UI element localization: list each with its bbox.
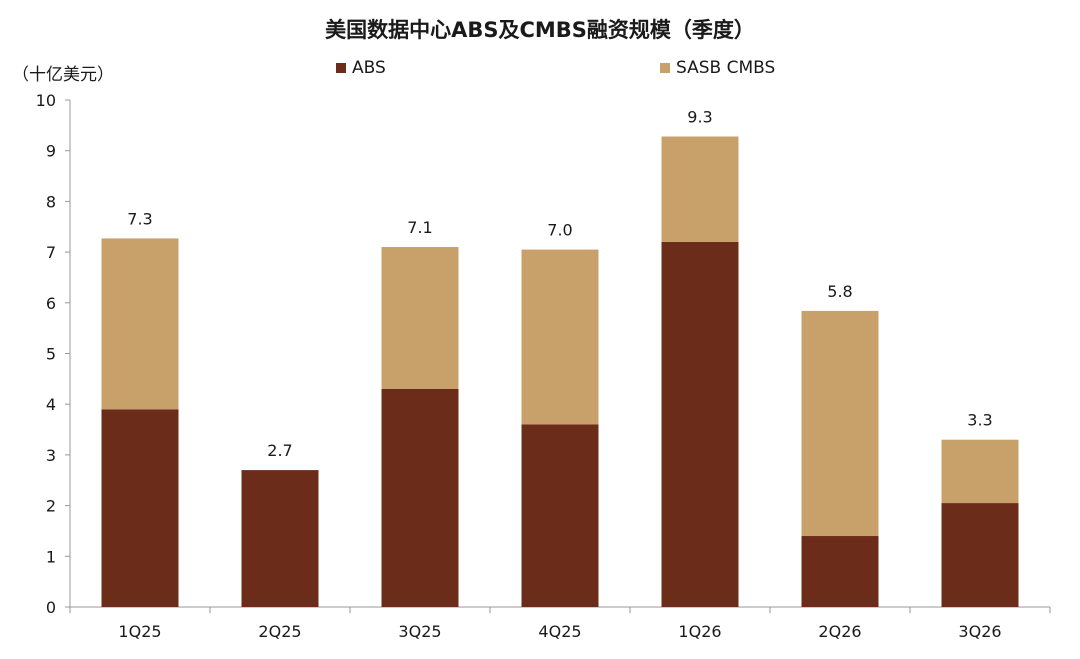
x-category-label: 3Q26 (958, 622, 1001, 641)
bar-sasb-cmbs (521, 249, 599, 425)
y-tick-label: 1 (46, 547, 56, 566)
bar-total-label: 3.3 (967, 411, 992, 430)
bar-abs (661, 241, 739, 607)
bar-abs (101, 409, 179, 607)
bar-sasb-cmbs (101, 238, 179, 410)
bar-sasb-cmbs (381, 247, 459, 389)
x-category-label: 1Q26 (678, 622, 721, 641)
bar-total-label: 5.8 (827, 282, 852, 301)
bar-sasb-cmbs (941, 439, 1019, 504)
y-tick-label: 0 (46, 598, 56, 617)
bar-abs (381, 388, 459, 607)
y-tick-label: 8 (46, 192, 56, 211)
y-axis-unit-label: （十亿美元） (12, 65, 114, 85)
y-tick-label: 3 (46, 446, 56, 465)
bar-abs (241, 470, 319, 607)
y-tick-label: 10 (36, 91, 56, 110)
y-tick-label: 9 (46, 142, 56, 161)
x-category-label: 1Q25 (118, 622, 161, 641)
x-category-label: 2Q26 (818, 622, 861, 641)
y-tick-label: 6 (46, 294, 56, 313)
legend-item-sasb-cmbs: SASB CMBS (660, 58, 775, 78)
y-tick-label: 7 (46, 243, 56, 262)
y-tick-label: 5 (46, 345, 56, 364)
legend-label-sasb-cmbs: SASB CMBS (676, 58, 776, 78)
x-category-label: 3Q25 (398, 622, 441, 641)
chart-title: 美国数据中心ABS及CMBS融资规模（季度） (325, 18, 755, 42)
bar-abs (521, 424, 599, 607)
bar-sasb-cmbs (801, 310, 879, 537)
bar-abs (801, 536, 879, 607)
y-tick-label: 2 (46, 497, 56, 516)
bar-sasb-cmbs (661, 136, 739, 242)
legend-item-abs: ABS (336, 58, 386, 78)
bar-total-label: 7.3 (127, 209, 152, 228)
legend-label-abs: ABS (352, 58, 386, 78)
bar-total-label: 7.1 (407, 218, 432, 237)
legend-swatch-sasb-cmbs (660, 63, 670, 73)
bar-total-label: 2.7 (267, 441, 292, 460)
bar-abs (941, 503, 1019, 607)
legend-swatch-abs (336, 63, 346, 73)
x-category-label: 4Q25 (538, 622, 581, 641)
bar-total-label: 9.3 (687, 108, 712, 127)
y-tick-label: 4 (46, 395, 56, 414)
x-category-label: 2Q25 (258, 622, 301, 641)
bar-total-label: 7.0 (547, 221, 572, 240)
